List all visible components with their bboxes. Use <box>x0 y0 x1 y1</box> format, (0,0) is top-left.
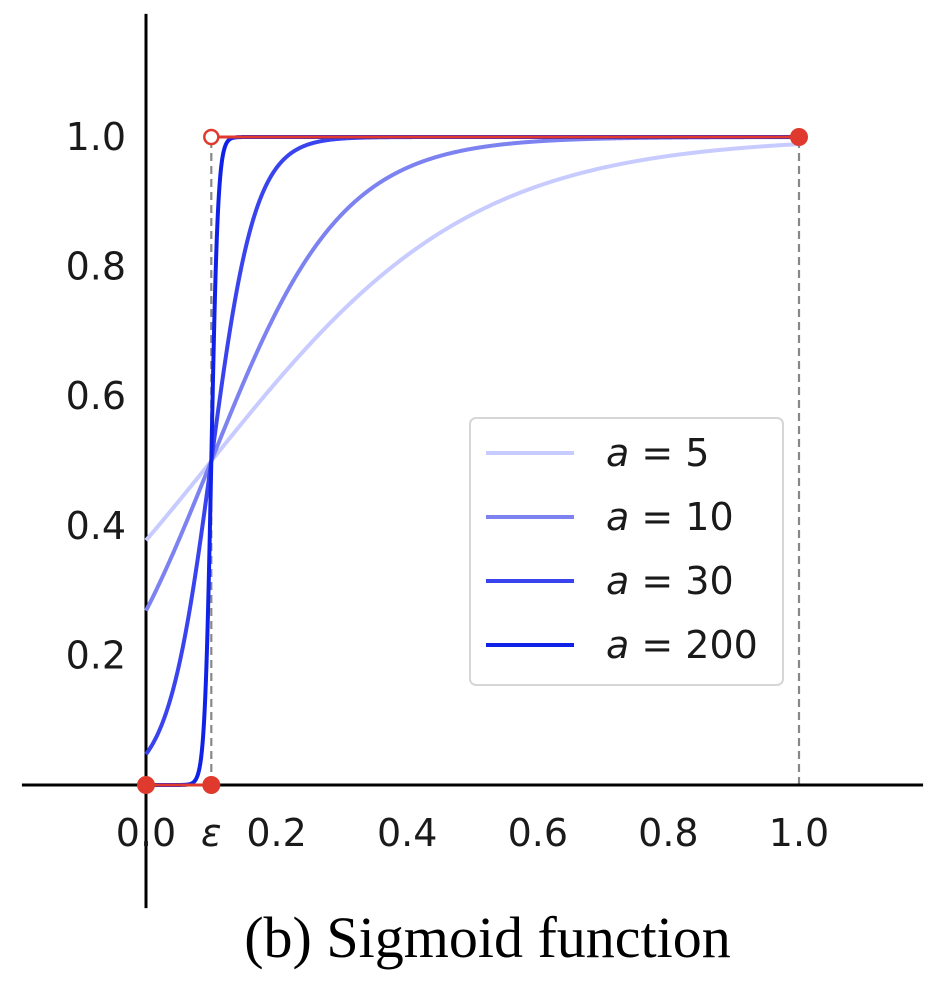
tick-labels: 0.0 ε 0.2 0.4 0.6 0.8 1.0 0.2 0.4 0.6 0.8 1.0 <box>66 115 830 855</box>
x-tick-label-1: ε <box>201 811 222 855</box>
legend-label-a-30: a = 30 <box>606 559 734 603</box>
x-tick-label-3: 0.4 <box>377 811 437 855</box>
y-tick-label-0: 0.2 <box>66 633 126 677</box>
step-point-open-0 <box>203 128 220 146</box>
step-point-filled-2 <box>790 128 808 146</box>
step-point-filled-0 <box>137 776 155 794</box>
x-tick-label-0: 0.0 <box>116 811 176 855</box>
y-tick-label-1: 0.4 <box>66 504 126 548</box>
legend: a = 5 a = 10 a = 30 a = 200 <box>469 417 784 686</box>
x-tick-label-6: 1.0 <box>769 811 829 855</box>
legend-box <box>469 417 784 686</box>
legend-label-a-5: a = 5 <box>606 431 709 475</box>
figure-caption: (b) Sigmoid function <box>244 905 731 970</box>
series-line-a-5 <box>144 142 801 542</box>
legend-label-a-10: a = 10 <box>606 495 734 539</box>
step-function <box>137 128 808 794</box>
reference-lines <box>210 137 801 785</box>
y-tick-label-4: 1.0 <box>66 115 126 159</box>
x-tick-label-2: 0.2 <box>246 811 306 855</box>
x-tick-label-4: 0.6 <box>508 811 568 855</box>
step-point-filled-1 <box>202 776 221 794</box>
y-tick-label-3: 0.8 <box>66 245 126 289</box>
legend-label-a-200: a = 200 <box>606 623 758 667</box>
y-tick-label-2: 0.6 <box>66 374 126 418</box>
x-tick-label-5: 0.8 <box>638 811 698 855</box>
